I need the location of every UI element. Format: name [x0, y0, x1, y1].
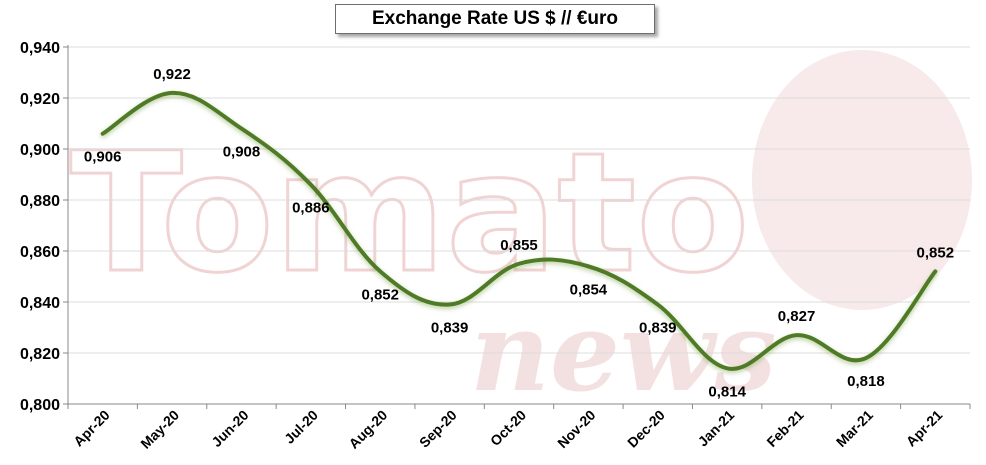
x-tick-label: Mar-21 [833, 407, 876, 450]
data-label: 0,852 [917, 244, 955, 261]
data-label: 0,814 [708, 383, 746, 400]
y-tick-label: 0,900 [20, 142, 60, 159]
y-tick-label: 0,820 [20, 346, 60, 363]
y-tick-label: 0,920 [20, 91, 60, 108]
data-label: 0,839 [639, 320, 677, 337]
data-label: 0,908 [223, 144, 261, 161]
x-tick-label: May-20 [137, 407, 182, 452]
watermark-text-main: Tomato [70, 117, 750, 309]
data-label: 0,852 [361, 286, 399, 303]
y-tick-label: 0,860 [20, 244, 60, 261]
y-tick-label: 0,880 [20, 193, 60, 210]
x-tick-label: Sep-20 [416, 407, 460, 451]
chart-title: Exchange Rate US $ // €uro [335, 4, 655, 34]
watermark-text-sub: news [470, 287, 777, 416]
watermark-logo: Tomato news [69, 50, 972, 416]
data-label: 0,854 [570, 281, 608, 298]
y-tick-label: 0,940 [20, 40, 60, 57]
x-tick-label: Jul-20 [281, 407, 321, 447]
data-label: 0,886 [292, 200, 330, 217]
data-label: 0,839 [431, 320, 469, 337]
data-label: 0,855 [500, 237, 538, 254]
x-tick-label: Jun-20 [208, 407, 251, 450]
data-label: 0,818 [847, 373, 885, 390]
y-tick-label: 0,840 [20, 295, 60, 312]
x-axis-ticks: Apr-20 May-20 Jun-20 Jul-20 Aug-20 Sep-20 Oct-… [67, 404, 971, 452]
data-label: 0,906 [84, 149, 122, 166]
x-tick-label: Aug-20 [345, 407, 390, 452]
data-labels: 0,906 0,922 0,908 0,886 0,852 0,839 0,855 0,854… [84, 66, 954, 400]
data-label: 0,922 [153, 66, 191, 83]
x-tick-label: Apr-20 [70, 407, 113, 450]
series-line [100, 90, 938, 371]
y-axis-ticks: 0,800 0,820 0,840 0,860 0,880 0,900 0,920 0,940 [20, 40, 68, 414]
data-label: 0,827 [778, 308, 816, 325]
y-tick-label: 0,800 [20, 397, 60, 414]
x-tick-label: Apr-21 [903, 407, 946, 450]
grid [68, 46, 970, 354]
axes [67, 45, 970, 405]
